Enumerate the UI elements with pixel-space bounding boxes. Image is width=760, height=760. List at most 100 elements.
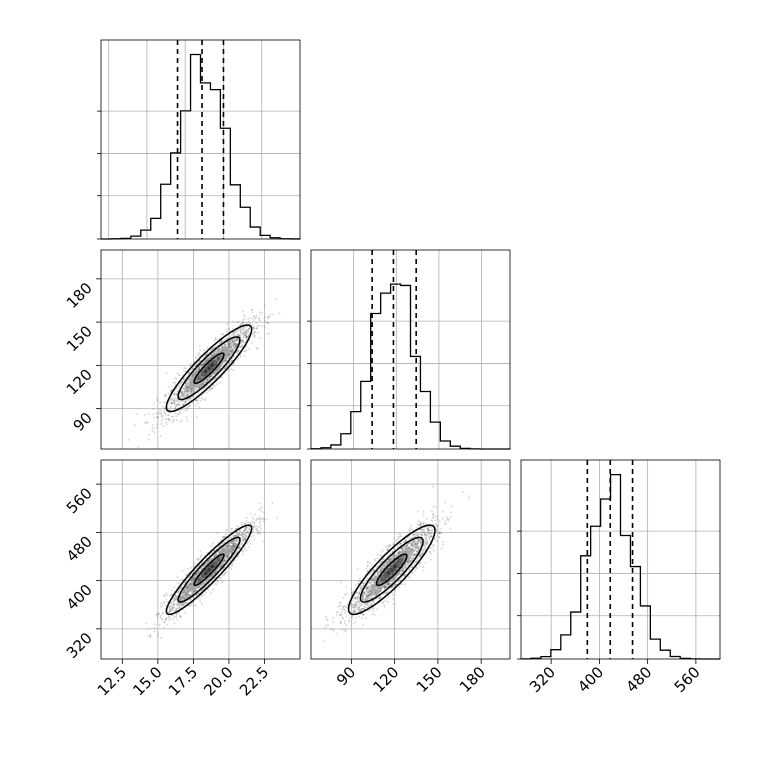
sample-point <box>178 409 180 412</box>
sample-point <box>201 364 204 367</box>
sample-point <box>198 368 201 371</box>
sample-point <box>169 399 172 402</box>
sample-point <box>251 308 254 311</box>
sample-point <box>245 532 248 535</box>
sample-point <box>176 413 179 416</box>
sample-point <box>208 357 211 360</box>
sample-point <box>236 550 239 552</box>
sample-point <box>226 357 229 359</box>
sample-point <box>209 376 211 379</box>
sample-point <box>156 423 159 426</box>
sample-point <box>248 540 251 543</box>
sample-point <box>172 606 175 609</box>
density-cell <box>210 363 214 367</box>
sample-point <box>184 401 187 403</box>
sample-point <box>181 595 183 598</box>
sample-point <box>209 377 212 379</box>
sample-point <box>245 333 247 336</box>
sample-point <box>250 341 253 344</box>
sample-point <box>258 317 260 320</box>
sample-point <box>206 358 209 360</box>
sample-point <box>173 603 176 606</box>
sample-point <box>185 586 188 588</box>
sample-point <box>187 372 190 374</box>
sample-point <box>182 403 185 406</box>
sample-point <box>256 331 259 334</box>
sample-point <box>215 350 217 353</box>
sample-point <box>182 403 185 406</box>
density-cell <box>210 564 214 569</box>
sample-point <box>158 408 161 411</box>
sample-point <box>234 346 236 349</box>
sample-point <box>174 403 177 406</box>
sample-point <box>175 378 178 381</box>
sample-point <box>218 347 221 350</box>
sample-point <box>204 397 206 400</box>
density-cell <box>226 350 230 354</box>
sample-point <box>238 349 241 352</box>
sample-point <box>228 544 231 547</box>
sample-point <box>163 595 166 597</box>
sample-point <box>253 336 255 339</box>
sample-point <box>236 333 239 336</box>
sample-point <box>259 320 261 322</box>
sample-point <box>200 585 203 588</box>
sample-point <box>173 402 176 405</box>
sample-point <box>190 389 193 392</box>
sample-point <box>186 593 189 596</box>
sample-point <box>209 388 212 391</box>
sample-point <box>183 367 186 370</box>
sample-point <box>264 304 266 307</box>
sample-point <box>251 531 254 533</box>
sample-point <box>214 385 217 388</box>
sample-point <box>163 394 166 396</box>
sample-point <box>226 330 228 333</box>
sample-point <box>243 332 246 334</box>
sample-point <box>205 360 208 362</box>
sample-point <box>171 402 174 404</box>
sample-point <box>266 518 268 521</box>
sample-point <box>233 337 236 340</box>
sample-point <box>152 413 155 416</box>
sample-point <box>392 603 395 605</box>
sample-point <box>220 333 223 336</box>
sample-point <box>253 335 256 338</box>
sample-point <box>210 353 213 356</box>
sample-point <box>188 378 191 381</box>
sample-point <box>214 337 217 339</box>
sample-point <box>174 615 177 618</box>
sample-point <box>215 351 218 354</box>
sample-point <box>247 317 250 320</box>
sample-point <box>217 349 220 351</box>
sample-point <box>174 407 177 410</box>
sample-point <box>271 502 274 504</box>
sample-point <box>155 416 158 418</box>
sample-point <box>210 349 213 352</box>
sample-point <box>212 588 215 591</box>
sample-point <box>240 323 243 326</box>
sample-point <box>153 417 156 419</box>
sample-point <box>202 363 205 366</box>
sample-point <box>224 345 227 348</box>
sample-point <box>230 353 233 356</box>
sample-point <box>234 344 237 346</box>
sample-point <box>252 326 255 329</box>
sample-point <box>221 376 223 379</box>
sample-point <box>185 591 187 593</box>
sample-point <box>219 364 222 367</box>
sample-point <box>178 374 181 377</box>
sample-point <box>238 532 240 535</box>
sample-point <box>201 398 204 400</box>
sample-point <box>172 600 175 603</box>
sample-point <box>189 391 191 394</box>
sample-point <box>237 349 240 352</box>
sample-point <box>235 345 238 348</box>
sample-point <box>230 349 233 351</box>
sample-point <box>233 356 235 358</box>
sample-point <box>165 617 168 619</box>
sample-point <box>195 357 198 360</box>
sample-point <box>242 310 244 313</box>
sample-point <box>163 407 166 409</box>
histogram <box>520 473 721 660</box>
sample-point <box>186 407 189 409</box>
